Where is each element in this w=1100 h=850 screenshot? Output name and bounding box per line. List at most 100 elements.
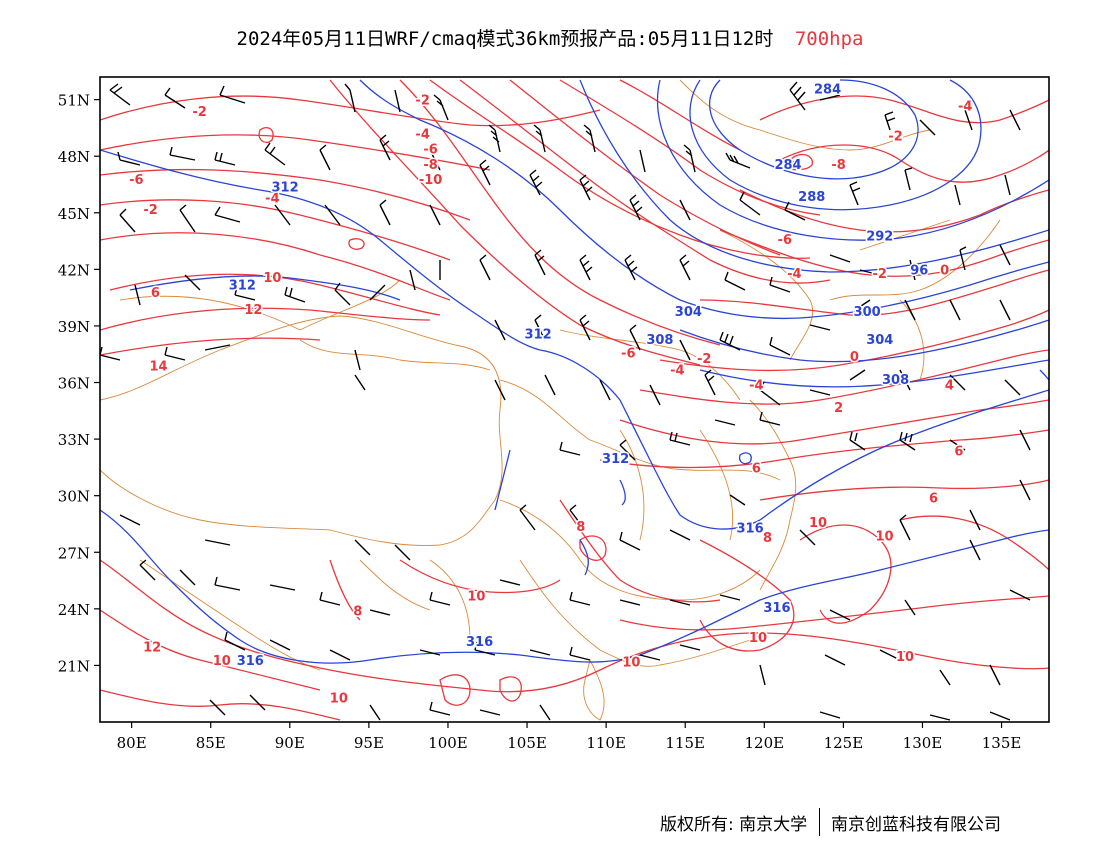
- lon-tick-label: 90E: [275, 734, 305, 752]
- temperature-contour-label: -8: [831, 158, 845, 173]
- geopotential-contour-label: 308: [646, 333, 673, 348]
- temperature-contour-label: -4: [958, 99, 972, 114]
- geopotential-contour-label: 96: [910, 263, 928, 278]
- temperature-contour-label: -4: [415, 128, 429, 143]
- temperature-contour-label: 10: [213, 654, 231, 669]
- temperature-contour-label: -4: [787, 267, 801, 282]
- geopotential-contour-label: 312: [271, 180, 298, 195]
- temperature-contour-label: 6: [929, 492, 938, 507]
- temperature-contour-label: -6: [621, 346, 635, 361]
- temperature-contour-label: -2: [873, 267, 887, 282]
- temperature-contour-label: 8: [353, 605, 362, 620]
- lat-tick-label: 42N: [58, 261, 90, 279]
- temperature-contour-label: 0: [940, 263, 949, 278]
- temperature-contour-label: 10: [622, 656, 640, 671]
- geopotential-contour-label: 308: [882, 373, 909, 388]
- lat-tick-label: 51N: [58, 92, 90, 110]
- map-frame: [99, 76, 1050, 723]
- wind-barbs: [100, 81, 1031, 721]
- temperature-contour-label: 0: [850, 350, 859, 365]
- temperature-contour-label: 6: [752, 461, 761, 476]
- temperature-contour-label: 10: [749, 631, 767, 646]
- geopotential-contour-label: 284: [774, 158, 801, 173]
- temperature-contour-label: -4: [749, 378, 763, 393]
- lat-tick-label: 27N: [58, 544, 90, 562]
- geopotential-contour-label: 312: [229, 278, 256, 293]
- lon-tick-label: 105E: [507, 734, 547, 752]
- title-main: 2024年05月11日WRF/cmaq模式36km预报产品:05月11日12时: [236, 28, 774, 50]
- lat-tick-label: 39N: [58, 318, 90, 336]
- temperature-contour-label: 14: [149, 360, 167, 375]
- geopotential-contour-label: 292: [866, 229, 893, 244]
- longitude-axis: 80E 85E 90E 95E 100E 105E 110E 115E 120E 125E 130E…: [117, 722, 1022, 752]
- lat-tick-label: 21N: [58, 657, 90, 675]
- footer-divider: [818, 808, 820, 836]
- geopotential-contour-label: 312: [525, 327, 552, 342]
- temperature-contour-label: 2: [834, 401, 843, 416]
- temperature-contour-label: 8: [576, 520, 585, 535]
- geopotential-contour-label: 284: [814, 82, 841, 97]
- temperature-contour-label: 6: [954, 444, 963, 459]
- copyright-company: 南京创蓝科技有限公司: [830, 814, 1001, 835]
- geopotential-contours: [100, 79, 1049, 664]
- temperature-contour-label: -4: [670, 363, 684, 378]
- geopotential-contour-label: 316: [736, 522, 763, 537]
- lon-tick-label: 120E: [745, 734, 785, 752]
- temperature-contour-label: -6: [778, 233, 792, 248]
- geopotential-contour-label: 288: [798, 190, 825, 205]
- lat-tick-label: 48N: [58, 148, 90, 166]
- lon-tick-label: 115E: [665, 734, 705, 752]
- geopotential-contour-label: 316: [237, 654, 264, 669]
- temperature-contour-label: -2: [192, 105, 206, 120]
- lon-tick-label: 125E: [824, 734, 864, 752]
- temperature-contour-label: 10: [809, 516, 827, 531]
- temperature-contour-label: 4: [945, 378, 954, 393]
- lon-tick-label: 130E: [903, 734, 943, 752]
- copyright-owner: 版权所有: 南京大学: [660, 814, 808, 835]
- geopotential-contour-labels: 2842842882929630030430430830831231231231…: [227, 81, 930, 670]
- temperature-contour-label: -2: [143, 203, 157, 218]
- temperature-contour-label: 10: [263, 271, 281, 286]
- lat-tick-label: 45N: [58, 205, 90, 223]
- temperature-contour-label: -10: [419, 173, 443, 188]
- lat-tick-label: 33N: [58, 431, 90, 449]
- lon-tick-label: 80E: [117, 734, 147, 752]
- temperature-contours: [100, 79, 1049, 721]
- temperature-contour-label: -2: [888, 129, 902, 144]
- temperature-contour-label: 12: [244, 303, 262, 318]
- lon-tick-label: 135E: [982, 734, 1022, 752]
- temperature-contour-label: 8: [763, 531, 772, 546]
- temperature-contour-label: 10: [875, 529, 893, 544]
- map-title: 2024年05月11日WRF/cmaq模式36km预报产品:05月11日12时 …: [0, 24, 1100, 51]
- latitude-axis: 51N 48N 45N 42N 39N 36N 33N 30N 27N 24N 21N: [58, 92, 100, 675]
- geopotential-contour-label: 316: [466, 635, 493, 650]
- copyright-footer: 版权所有: 南京大学 南京创蓝科技有限公司: [660, 808, 1001, 838]
- temperature-contour-label: -6: [423, 143, 437, 158]
- lon-tick-label: 100E: [428, 734, 468, 752]
- geopotential-contour-label: 304: [866, 333, 893, 348]
- lon-tick-label: 110E: [586, 734, 626, 752]
- lat-tick-label: 24N: [58, 601, 90, 619]
- temperature-contour-label: -4: [265, 192, 279, 207]
- temperature-contour-label: 6: [151, 286, 160, 301]
- temperature-contour-label: -2: [697, 352, 711, 367]
- geopotential-contour-label: 316: [763, 601, 790, 616]
- lon-tick-label: 85E: [196, 734, 226, 752]
- temperature-contour-label: 12: [143, 641, 161, 656]
- lat-tick-label: 30N: [58, 488, 90, 506]
- lon-tick-label: 95E: [354, 734, 384, 752]
- temperature-contour-label: -6: [129, 173, 143, 188]
- temperature-contour-label: -8: [423, 158, 437, 173]
- geopotential-contour-label: 300: [854, 305, 881, 320]
- temperature-contour-label: 10: [330, 691, 348, 706]
- temperature-contour-label: 10: [896, 650, 914, 665]
- temperature-contour-label: 10: [467, 590, 485, 605]
- geopotential-contour-label: 312: [602, 452, 629, 467]
- temperature-contour-label: -2: [415, 94, 429, 109]
- temperature-contour-label: -8: [786, 160, 800, 175]
- title-pressure-level: 700hpa: [794, 28, 864, 50]
- lat-tick-label: 36N: [58, 375, 90, 393]
